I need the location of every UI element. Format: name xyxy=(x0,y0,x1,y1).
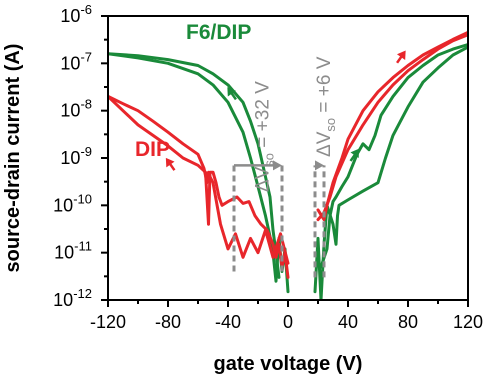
y-tick-label: 10-10 xyxy=(53,191,92,215)
sweep-arrows-layer xyxy=(165,50,406,171)
y-tick-base: 10 xyxy=(54,243,74,263)
series-0-curve-1 xyxy=(108,52,281,279)
x-tick-label: 80 xyxy=(398,312,418,332)
y-tick-label: 10-7 xyxy=(60,49,92,73)
x-tick-label: 40 xyxy=(338,312,358,332)
y-tick-label: 10-8 xyxy=(60,97,92,121)
threshold-0-arrowhead xyxy=(273,160,282,171)
sweep-arrow-1 xyxy=(165,157,176,171)
y-tick-label: 10-6 xyxy=(60,2,92,26)
sweep-arrow-1-head xyxy=(165,157,175,168)
x-tick-label: -120 xyxy=(90,312,126,332)
x-tick-label: 120 xyxy=(453,312,483,332)
x-axis-title: gate voltage (V) xyxy=(214,353,363,375)
sweep-arrow-0-head xyxy=(227,87,237,97)
x-tick-label: -80 xyxy=(155,312,181,332)
sweep-arrow-2-head xyxy=(396,50,406,60)
series-1-curve-3 xyxy=(316,33,468,222)
threshold-1-arrowhead xyxy=(315,160,324,171)
value-text: = +6 V xyxy=(314,56,335,118)
y-tick-base: 10 xyxy=(53,290,73,310)
curves-layer xyxy=(108,30,468,300)
y-tick-exponent: -7 xyxy=(80,49,92,64)
y-tick-base: 10 xyxy=(53,195,73,215)
y-tick-exponent: -11 xyxy=(74,239,92,254)
y-tick-exponent: -9 xyxy=(80,144,92,159)
subscript-text: so xyxy=(323,118,338,132)
ticks-layer: -120 -80 -40 0 40 80 12010-1210-1110-1010-910-… xyxy=(53,2,483,332)
sweep-arrow-3 xyxy=(349,148,360,162)
delta-vso-label-3: ΔVso = +6 V xyxy=(314,56,338,157)
subscript-text: so xyxy=(262,153,277,167)
y-tick-label: 10-11 xyxy=(54,239,92,263)
y-tick-exponent: -10 xyxy=(73,191,92,206)
delta-v-text: ΔV xyxy=(314,131,335,157)
series-0-curve-3 xyxy=(319,43,468,269)
delta-v-text: ΔV xyxy=(253,166,274,192)
series-label-0: F6/DIP xyxy=(186,21,251,44)
x-tick-label: -40 xyxy=(215,312,241,332)
y-tick-base: 10 xyxy=(60,148,80,168)
sweep-arrow-2 xyxy=(396,50,406,64)
y-axis-title: source-drain current (A) xyxy=(2,44,24,273)
delta-vso-label-2: ΔVso = +32 V xyxy=(253,81,277,192)
threshold-markers-layer xyxy=(232,160,326,278)
x-tick-label: 0 xyxy=(283,312,293,332)
sweep-arrow-3-head xyxy=(350,148,360,159)
y-tick-exponent: -8 xyxy=(80,97,92,112)
series-label-1: DIP xyxy=(135,138,170,161)
series-1-curve-1 xyxy=(108,94,290,265)
value-text: = +32 V xyxy=(253,81,274,153)
y-tick-label: 10-12 xyxy=(53,286,92,310)
sweep-arrow-0 xyxy=(227,87,237,101)
y-tick-base: 10 xyxy=(60,6,80,26)
y-tick-base: 10 xyxy=(60,53,80,73)
y-tick-exponent: -6 xyxy=(80,2,92,17)
y-tick-label: 10-9 xyxy=(60,144,92,168)
y-tick-base: 10 xyxy=(60,101,80,121)
y-tick-exponent: -12 xyxy=(73,286,92,301)
